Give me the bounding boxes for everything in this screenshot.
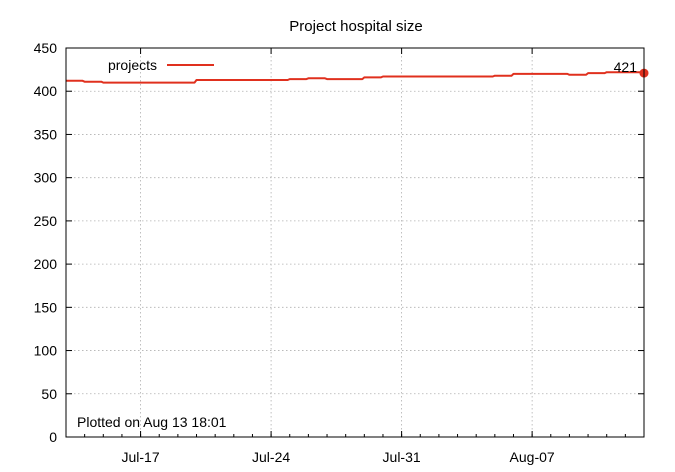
y-tick-label: 0 — [49, 429, 57, 445]
y-tick-label: 100 — [34, 343, 58, 359]
series-line-projects — [66, 71, 645, 84]
y-tick-label: 400 — [34, 83, 58, 99]
x-tick-label: Jul-24 — [252, 449, 290, 465]
end-value-label: 421 — [614, 59, 638, 75]
y-tick-label: 150 — [34, 299, 58, 315]
y-tick-label: 300 — [34, 170, 58, 186]
y-tick-label: 50 — [41, 386, 57, 402]
grid — [66, 48, 644, 437]
chart-title: Project hospital size — [289, 18, 422, 35]
y-tick-label: 350 — [34, 126, 58, 142]
axes: 0 50 100 150 200 250 300 350 400 450 Jul-17 Jul-24 J… — [34, 40, 645, 465]
plot-timestamp-annotation: Plotted on Aug 13 18:01 — [77, 414, 227, 430]
y-tick-label: 200 — [34, 256, 58, 272]
legend: projects — [108, 57, 214, 73]
x-tick-label: Jul-31 — [383, 449, 421, 465]
x-tick-label: Jul-17 — [122, 449, 160, 465]
legend-label-projects: projects — [108, 57, 157, 73]
y-tick-label: 250 — [34, 213, 58, 229]
plot-frame — [65, 47, 645, 438]
y-tick-label: 450 — [34, 40, 58, 56]
x-tick-label: Aug-07 — [510, 449, 555, 465]
